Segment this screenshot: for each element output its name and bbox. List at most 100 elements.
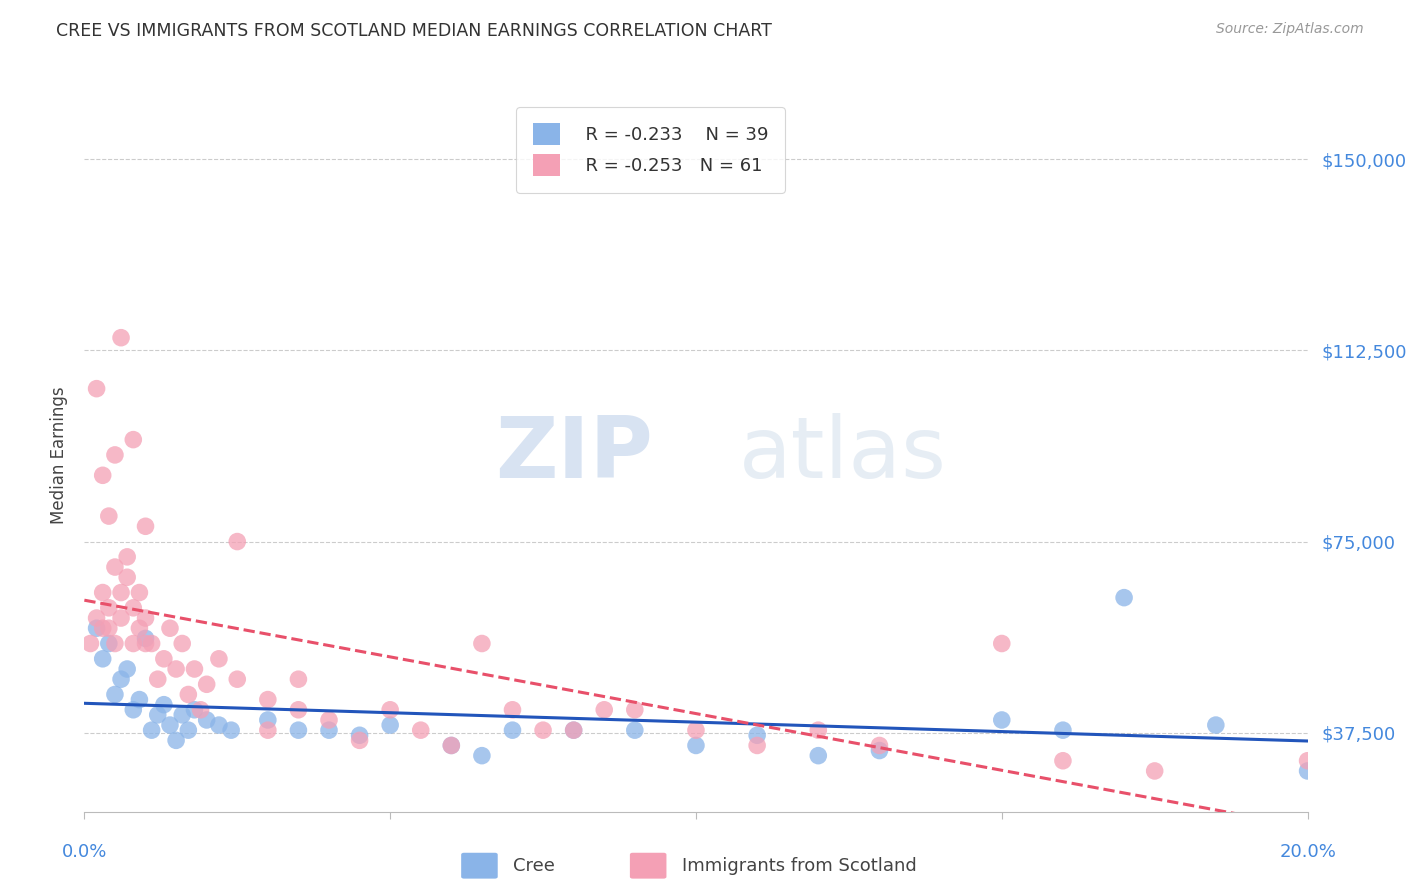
Point bbox=[115, 549, 138, 564]
Text: 0.0%: 0.0% bbox=[62, 843, 107, 861]
Point bbox=[287, 723, 309, 738]
Point bbox=[91, 621, 114, 635]
Point bbox=[208, 718, 231, 732]
Text: atlas: atlas bbox=[738, 413, 946, 497]
Point bbox=[502, 703, 524, 717]
Point bbox=[172, 636, 194, 650]
Point bbox=[471, 636, 494, 650]
Point bbox=[747, 728, 769, 742]
Point bbox=[471, 748, 494, 763]
Point bbox=[172, 707, 194, 722]
Point bbox=[135, 632, 157, 646]
Point bbox=[318, 723, 340, 738]
Point bbox=[195, 713, 218, 727]
Point bbox=[685, 723, 707, 738]
Point bbox=[135, 519, 157, 533]
Point bbox=[440, 739, 463, 753]
Point bbox=[146, 707, 169, 722]
Point bbox=[122, 636, 145, 650]
Point bbox=[1114, 591, 1136, 605]
Point bbox=[624, 723, 647, 738]
Point bbox=[195, 677, 218, 691]
Point bbox=[208, 652, 231, 666]
Point bbox=[807, 723, 830, 738]
Point bbox=[153, 652, 176, 666]
Point bbox=[86, 382, 108, 396]
Point bbox=[1143, 764, 1166, 778]
Point bbox=[104, 688, 127, 702]
Point bbox=[226, 534, 249, 549]
Point bbox=[183, 662, 205, 676]
Text: 20.0%: 20.0% bbox=[1279, 843, 1336, 861]
Point bbox=[869, 743, 891, 757]
Point bbox=[219, 723, 242, 738]
Point bbox=[409, 723, 432, 738]
Point bbox=[115, 570, 138, 584]
Point bbox=[502, 723, 524, 738]
Point bbox=[97, 621, 120, 635]
Point bbox=[91, 468, 114, 483]
Point bbox=[153, 698, 176, 712]
Point bbox=[122, 433, 145, 447]
Point bbox=[287, 672, 309, 686]
Point bbox=[685, 739, 707, 753]
Point bbox=[380, 718, 402, 732]
Point bbox=[349, 733, 371, 747]
Point bbox=[135, 611, 157, 625]
Text: Source: ZipAtlas.com: Source: ZipAtlas.com bbox=[1216, 22, 1364, 37]
Point bbox=[183, 703, 205, 717]
Point bbox=[159, 718, 181, 732]
Point bbox=[135, 636, 157, 650]
Point bbox=[991, 713, 1014, 727]
Point bbox=[141, 723, 163, 738]
Point bbox=[159, 621, 181, 635]
Point bbox=[91, 585, 114, 599]
Point bbox=[1052, 723, 1074, 738]
Point bbox=[287, 703, 309, 717]
Point bbox=[349, 728, 371, 742]
Point bbox=[122, 703, 145, 717]
Point bbox=[562, 723, 585, 738]
Point bbox=[531, 723, 554, 738]
Point bbox=[1296, 754, 1319, 768]
Point bbox=[257, 713, 280, 727]
Point bbox=[226, 672, 249, 686]
Point bbox=[97, 600, 120, 615]
Legend:   R = -0.233    N = 39,   R = -0.253   N = 61: R = -0.233 N = 39, R = -0.253 N = 61 bbox=[516, 107, 785, 193]
Point bbox=[97, 509, 120, 524]
Point bbox=[1205, 718, 1227, 732]
Point bbox=[165, 733, 187, 747]
Y-axis label: Median Earnings: Median Earnings bbox=[49, 386, 67, 524]
Point bbox=[128, 621, 150, 635]
Point bbox=[104, 560, 127, 574]
Point bbox=[79, 636, 101, 650]
Point bbox=[110, 611, 132, 625]
Point bbox=[257, 723, 280, 738]
Point bbox=[869, 739, 891, 753]
Point bbox=[1296, 764, 1319, 778]
Point bbox=[110, 672, 132, 686]
Point bbox=[97, 636, 120, 650]
Point bbox=[86, 621, 108, 635]
Point bbox=[104, 448, 127, 462]
Point bbox=[593, 703, 616, 717]
Point bbox=[141, 636, 163, 650]
Point bbox=[190, 703, 212, 717]
Point bbox=[318, 713, 340, 727]
Point bbox=[440, 739, 463, 753]
Point bbox=[165, 662, 187, 676]
Point bbox=[128, 585, 150, 599]
Text: ZIP: ZIP bbox=[495, 413, 654, 497]
Point bbox=[86, 611, 108, 625]
Point bbox=[128, 692, 150, 706]
Point bbox=[257, 692, 280, 706]
Point bbox=[115, 662, 138, 676]
Point bbox=[991, 636, 1014, 650]
Text: CREE VS IMMIGRANTS FROM SCOTLAND MEDIAN EARNINGS CORRELATION CHART: CREE VS IMMIGRANTS FROM SCOTLAND MEDIAN … bbox=[56, 22, 772, 40]
Point bbox=[91, 652, 114, 666]
Text: Cree: Cree bbox=[513, 857, 555, 875]
Point bbox=[624, 703, 647, 717]
Point bbox=[177, 688, 200, 702]
Point bbox=[807, 748, 830, 763]
Point bbox=[110, 585, 132, 599]
